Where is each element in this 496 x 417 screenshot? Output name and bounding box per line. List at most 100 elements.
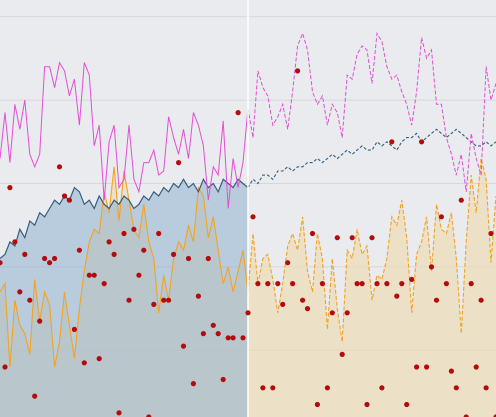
data-point-56 [275,281,281,287]
data-point-82 [404,401,410,408]
data-point-74 [364,401,370,408]
data-point-92 [453,385,459,391]
data-point-42 [205,255,211,262]
data-point-61 [300,297,306,303]
data-point-39 [190,381,196,387]
data-point-25 [121,230,127,237]
data-point-59 [290,281,296,287]
data-point-27 [131,226,137,232]
magenta-line-observed [0,61,249,209]
data-point-32 [156,230,162,237]
data-point-69 [339,351,345,357]
data-point-22 [106,239,112,245]
data-point-97 [478,297,484,303]
data-point-1 [2,364,8,370]
data-point-16 [76,247,82,253]
data-point-35 [171,251,177,257]
data-point-78 [384,281,390,287]
data-point-12 [56,164,63,170]
data-point-62 [304,306,311,312]
data-point-21 [101,281,107,287]
data-point-81 [399,281,405,287]
data-point-89 [438,214,444,220]
data-point-13 [61,193,68,199]
data-point-50 [245,310,251,316]
data-point-8 [37,318,43,324]
data-point-86 [424,364,430,370]
data-point-68 [334,235,340,241]
data-point-26 [126,297,132,303]
data-point-14 [66,197,72,203]
data-point-58 [285,260,291,266]
data-point-84 [414,364,420,370]
magenta-line-forecast [247,31,496,192]
data-point-18 [86,272,92,278]
data-point-93 [458,197,464,203]
orange-area-forecast [248,158,496,417]
data-point-6 [27,297,33,303]
data-point-100 [493,414,496,417]
data-point-79 [389,139,395,145]
data-point-76 [374,281,380,287]
data-point-85 [419,139,425,145]
data-point-53 [260,385,266,391]
data-point-70 [344,310,350,316]
data-point-65 [319,281,325,287]
data-point-73 [359,281,365,287]
data-point-43 [210,322,216,328]
data-point-83 [409,276,415,282]
data-point-11 [52,255,58,262]
data-point-57 [280,301,286,307]
data-point-37 [180,343,187,349]
data-point-52 [255,281,261,287]
data-point-66 [324,385,330,391]
data-point-28 [136,272,142,278]
data-point-77 [379,385,385,391]
data-point-10 [47,260,53,266]
data-point-3 [12,239,18,245]
data-point-80 [394,293,400,299]
data-point-88 [433,297,440,303]
data-point-29 [141,247,147,253]
data-point-34 [166,297,172,303]
data-point-41 [200,331,206,337]
data-point-36 [176,160,182,166]
data-point-96 [473,364,479,370]
data-point-49 [240,335,246,341]
data-point-46 [225,335,231,341]
data-point-9 [42,255,48,262]
data-point-2 [7,185,13,191]
data-point-64 [314,401,320,408]
data-point-31 [151,301,157,307]
data-point-0 [0,260,3,266]
data-point-4 [17,289,23,295]
blue-line-forecast [247,128,496,188]
data-point-33 [161,297,167,303]
data-point-91 [448,368,454,374]
data-point-51 [250,214,256,220]
data-point-19 [91,272,97,278]
data-point-95 [468,281,474,287]
data-point-67 [329,310,335,316]
data-point-44 [215,331,221,337]
data-point-63 [309,230,316,237]
data-point-55 [270,385,276,391]
data-point-98 [483,385,489,391]
data-point-30 [146,414,152,417]
data-point-24 [116,410,122,416]
data-point-60 [295,68,301,74]
orange-line-forecast [247,158,496,342]
data-point-15 [71,326,77,332]
data-point-71 [349,235,355,241]
data-point-94 [463,414,469,417]
data-point-38 [185,255,192,262]
line-series [0,31,496,368]
data-point-40 [195,293,201,299]
data-point-90 [443,281,449,287]
data-point-47 [230,335,236,341]
data-point-20 [96,356,102,362]
orange-line-observed [0,166,249,368]
data-point-87 [428,264,435,270]
data-point-54 [265,281,271,287]
